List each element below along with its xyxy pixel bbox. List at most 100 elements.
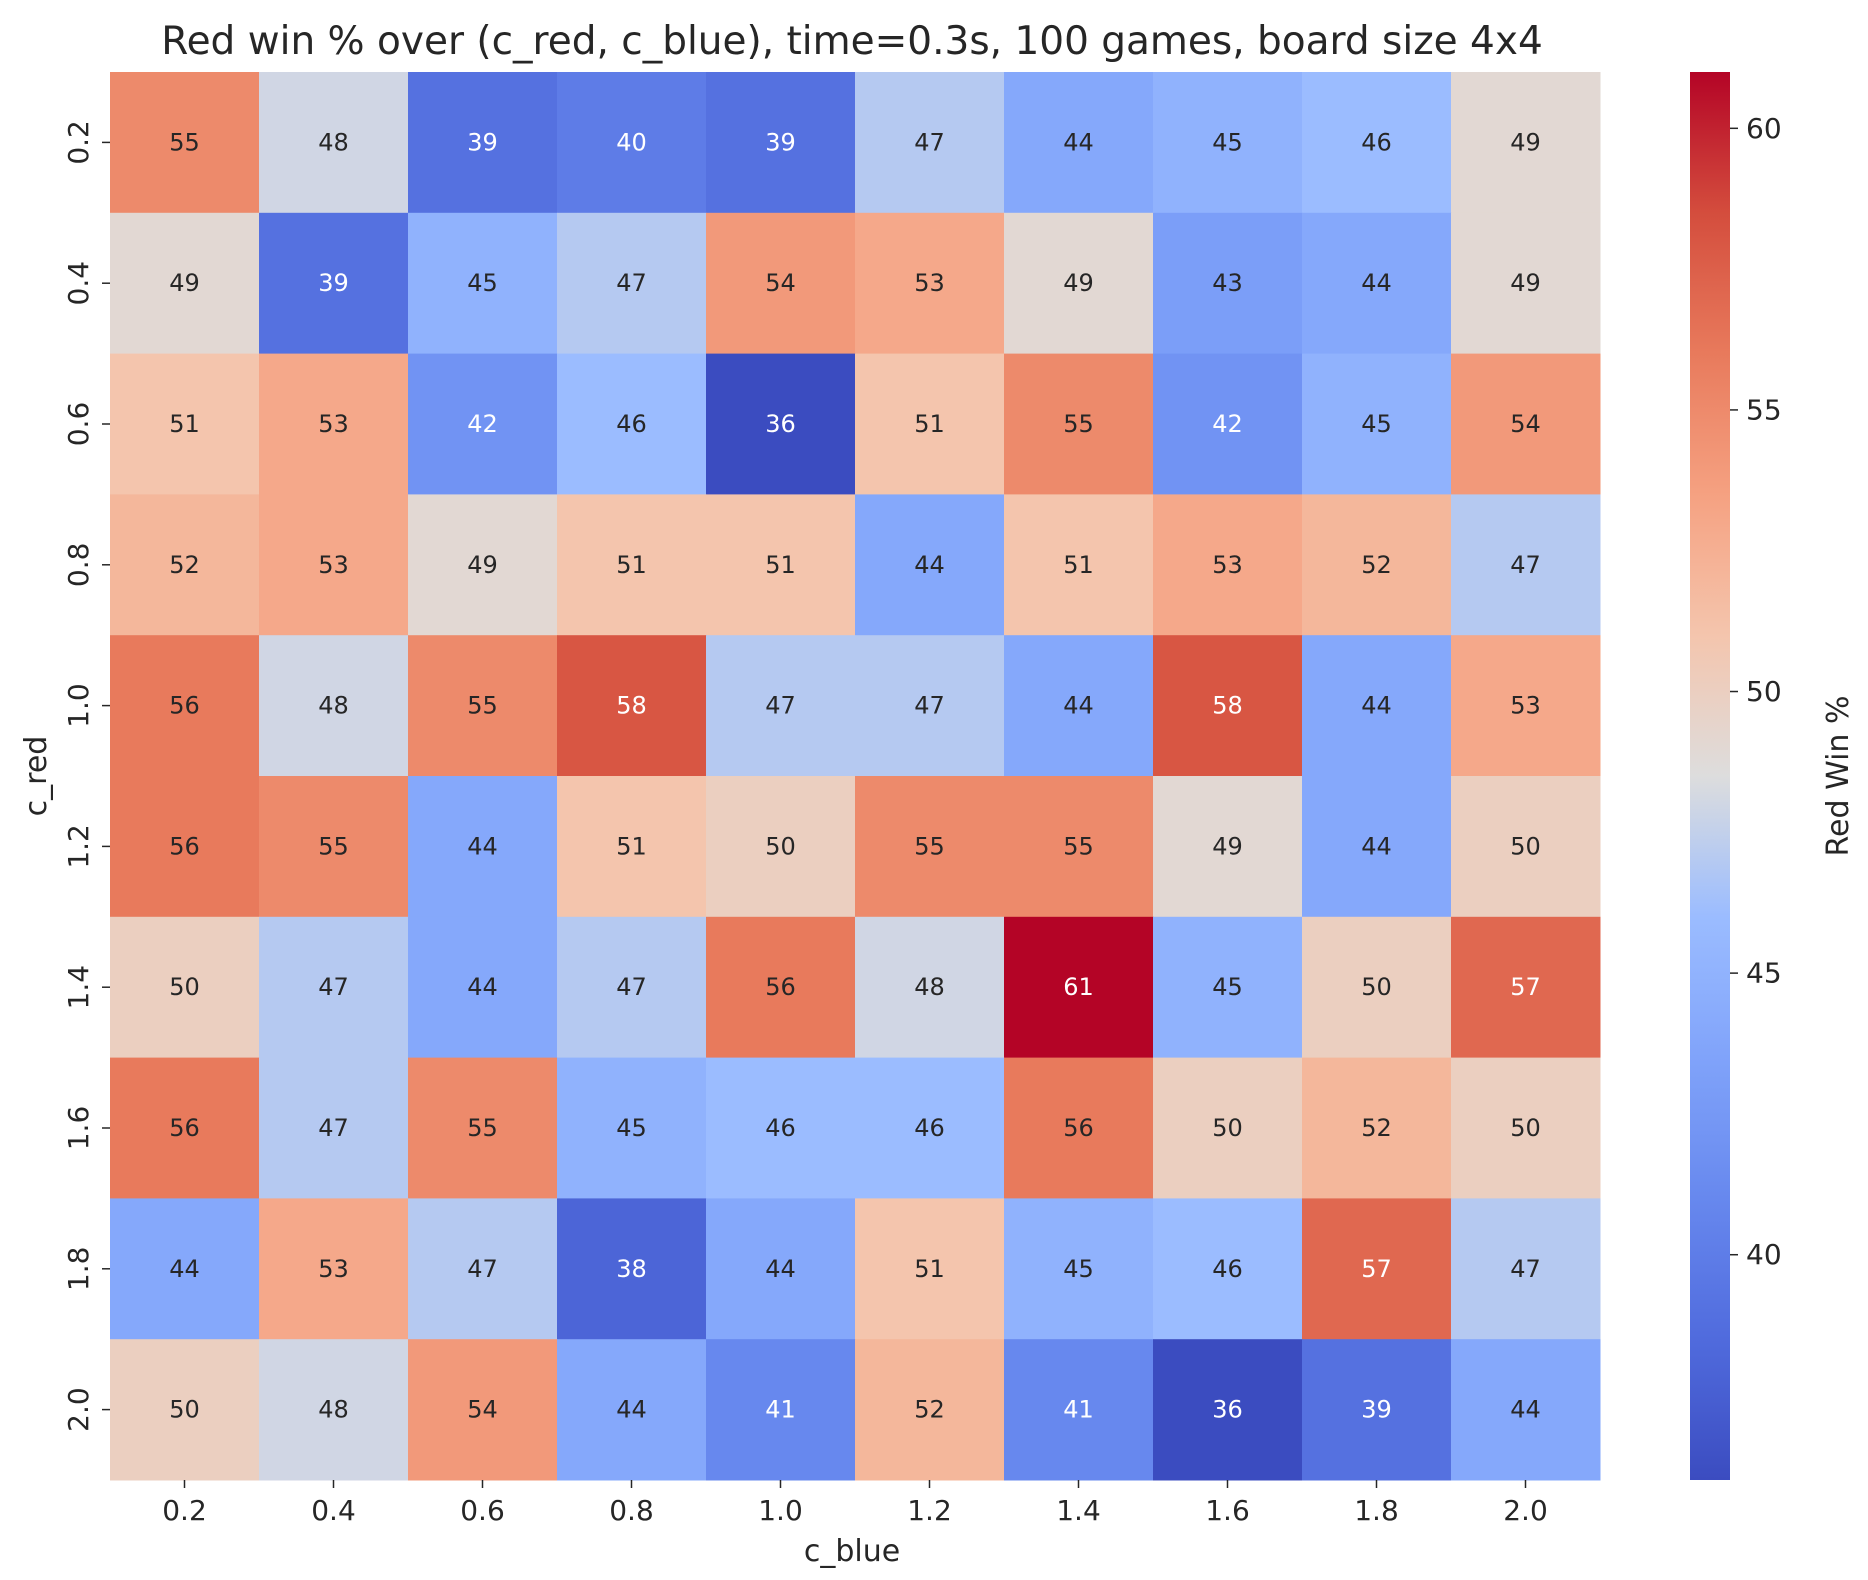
- heatmap-cell: [1451, 353, 1601, 495]
- cell-value-label: 48: [914, 973, 945, 1001]
- x-tick-label: 1.2: [907, 1494, 952, 1527]
- heatmap-cell: [408, 1057, 558, 1199]
- y-tick-label: 0.6: [62, 402, 95, 447]
- heatmap-cell: [1302, 212, 1452, 355]
- heatmap-cell: [706, 635, 856, 777]
- heatmap-cell: [1451, 776, 1601, 918]
- heatmap-cell: [259, 1339, 409, 1481]
- cell-value-label: 39: [1361, 1396, 1392, 1424]
- cell-value-label: 49: [1510, 128, 1541, 156]
- heatmap-cell: [1302, 353, 1452, 495]
- cell-value-label: 46: [765, 1114, 796, 1142]
- cell-value-label: 51: [169, 410, 200, 438]
- heatmap-cell: [1004, 916, 1154, 1059]
- heatmap-cell: [1451, 635, 1601, 777]
- heatmap-cell: [855, 916, 1005, 1059]
- cell-value-label: 53: [1510, 692, 1541, 720]
- heatmap-cell: [1153, 635, 1303, 777]
- y-tick-label: 1.0: [62, 683, 95, 728]
- heatmap-cell: [855, 212, 1005, 355]
- colorbar-label: Red Win %: [1821, 696, 1856, 857]
- cell-value-label: 54: [467, 1396, 498, 1424]
- heatmap-cell: [110, 353, 260, 495]
- heatmap-cell: [1004, 1339, 1154, 1481]
- heatmap-cell: [557, 212, 707, 355]
- colorbar-tick-label: 60: [1746, 112, 1782, 145]
- heatmap-cell: [1004, 494, 1154, 636]
- heatmap-cell: [1004, 212, 1154, 355]
- y-axis-label: c_red: [19, 736, 54, 817]
- heatmap-cell: [706, 494, 856, 636]
- cell-value-label: 48: [318, 128, 349, 156]
- cell-value-label: 46: [914, 1114, 945, 1142]
- heatmap-cell: [110, 776, 260, 918]
- heatmap-cell: [1451, 72, 1601, 214]
- cell-value-label: 56: [169, 1114, 200, 1142]
- cell-value-label: 47: [914, 128, 945, 156]
- heatmap-cell: [259, 353, 409, 495]
- cell-value-label: 54: [1510, 410, 1541, 438]
- cell-value-label: 44: [616, 1396, 647, 1424]
- cell-value-label: 44: [1361, 832, 1392, 860]
- heatmap-cell: [408, 1198, 558, 1340]
- heatmap-cell: [408, 72, 558, 214]
- cell-value-label: 36: [765, 410, 796, 438]
- cell-value-label: 55: [169, 128, 200, 156]
- cell-value-label: 43: [1212, 269, 1243, 297]
- cell-value-label: 42: [1212, 410, 1243, 438]
- cell-value-label: 55: [318, 832, 349, 860]
- heatmap-cell: [1302, 1198, 1452, 1340]
- heatmap-cell: [1451, 1198, 1601, 1340]
- heatmap-cell: [557, 1339, 707, 1481]
- heatmap-cell: [259, 1198, 409, 1340]
- y-axis-ticks: 0.2 0.4 0.6 0.8 1.0 1.2 1.4 1.6 1.8 2.0: [62, 120, 110, 1432]
- cell-value-label: 55: [914, 832, 945, 860]
- heatmap-cell: [706, 1198, 856, 1340]
- cell-value-label: 51: [914, 410, 945, 438]
- heatmap-cell: [855, 72, 1005, 214]
- y-tick-label: 1.4: [62, 965, 95, 1010]
- heatmap-cell: [1451, 916, 1601, 1059]
- cell-value-label: 58: [1212, 692, 1243, 720]
- cell-value-label: 45: [1212, 973, 1243, 1001]
- x-tick-label: 0.2: [162, 1494, 207, 1527]
- cell-value-label: 48: [318, 1396, 349, 1424]
- heatmap-cell: [855, 776, 1005, 918]
- cell-value-label: 44: [1063, 692, 1094, 720]
- cell-value-label: 53: [1212, 551, 1243, 579]
- cell-value-label: 41: [765, 1396, 796, 1424]
- x-tick-label: 1.8: [1354, 1494, 1399, 1527]
- y-tick-label: 1.2: [62, 824, 95, 869]
- heatmap-cell: [706, 916, 856, 1059]
- heatmap-cell: [259, 635, 409, 777]
- heatmap-cell: [1451, 1339, 1601, 1481]
- cell-value-label: 47: [1510, 551, 1541, 579]
- heatmap-cell: [706, 353, 856, 495]
- y-tick-label: 2.0: [62, 1387, 95, 1432]
- heatmap-cell: [1004, 1057, 1154, 1199]
- cell-value-label: 53: [914, 269, 945, 297]
- heatmap-cell: [1153, 72, 1303, 214]
- cell-value-label: 50: [765, 832, 796, 860]
- heatmap-cell: [1153, 916, 1303, 1059]
- heatmap-cell: [855, 353, 1005, 495]
- heatmap-cell: [557, 1198, 707, 1340]
- heatmap-cell: [259, 212, 409, 355]
- colorbar-tick-label: 55: [1746, 393, 1782, 426]
- cell-value-label: 46: [1212, 1255, 1243, 1283]
- heatmap-cell: [110, 1198, 260, 1340]
- cell-value-label: 50: [1361, 973, 1392, 1001]
- heatmap-cell: [408, 635, 558, 777]
- heatmap-cell: [259, 1057, 409, 1199]
- cell-value-label: 47: [318, 1114, 349, 1142]
- x-axis-label: c_blue: [804, 1534, 900, 1569]
- heatmap-cell: [259, 494, 409, 636]
- cell-value-label: 55: [1063, 410, 1094, 438]
- cell-value-label: 51: [616, 551, 647, 579]
- heatmap-cell: [1153, 494, 1303, 636]
- cell-value-label: 47: [914, 692, 945, 720]
- cell-value-label: 55: [467, 692, 498, 720]
- cell-value-label: 49: [169, 269, 200, 297]
- colorbar-tick-label: 40: [1746, 1238, 1782, 1271]
